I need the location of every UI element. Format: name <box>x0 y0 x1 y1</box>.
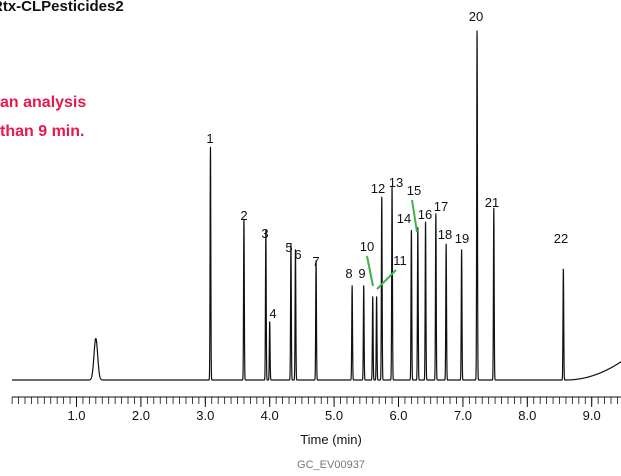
callout-line-2: than 9 min. <box>0 123 84 140</box>
peak-label-3: 3 <box>261 226 268 241</box>
chart-title: Rtx-CLPesticides2 <box>0 0 124 15</box>
x-tick-label: 2.0 <box>132 408 150 423</box>
x-tick-label: 5.0 <box>325 408 343 423</box>
peak-label-15: 15 <box>407 183 421 198</box>
x-tick-label: 6.0 <box>389 408 407 423</box>
peak-label-10: 10 <box>360 239 374 254</box>
peak-label-connectors <box>366 199 418 290</box>
peak-label-22: 22 <box>554 231 568 246</box>
peak-label-7: 7 <box>312 254 319 269</box>
signal-line <box>11 30 621 381</box>
peak-label-8: 8 <box>345 266 352 281</box>
x-axis-minor-ticks <box>11 397 618 404</box>
connector-10 <box>366 255 374 287</box>
x-tick-label: 3.0 <box>196 408 214 423</box>
peak-label-16: 16 <box>418 207 432 222</box>
connector-15 <box>411 199 418 233</box>
x-tick-label: 8.0 <box>518 408 536 423</box>
peak-label-6: 6 <box>294 247 301 262</box>
peak-label-12: 12 <box>371 181 385 196</box>
chromatogram-trace <box>11 30 621 381</box>
figure-code: GC_EV00937 <box>297 459 365 471</box>
x-axis-title: Time (min) <box>300 432 362 447</box>
peak-label-9: 9 <box>358 266 365 281</box>
connector-11 <box>376 269 397 290</box>
peak-label-18: 18 <box>438 227 452 242</box>
peak-label-11: 11 <box>393 253 407 268</box>
peak-label-20: 20 <box>469 9 483 24</box>
x-axis-tick-labels: 1.0 2.0 3.0 4.0 5.0 6.0 7.0 8.0 9.0 <box>67 397 601 423</box>
x-tick-label: 1.0 <box>67 408 85 423</box>
peak-label-4: 4 <box>269 306 276 321</box>
x-tick-label: 7.0 <box>454 408 472 423</box>
peak-label-1: 1 <box>206 131 213 146</box>
peak-label-19: 19 <box>455 231 469 246</box>
callout-line-1: an analysis <box>0 94 86 111</box>
peak-label-5: 5 <box>285 240 292 255</box>
peak-label-17: 17 <box>434 199 448 214</box>
x-axis: 1.0 2.0 3.0 4.0 5.0 6.0 7.0 8.0 9.0 <box>11 396 621 423</box>
peak-label-21: 21 <box>485 195 499 210</box>
x-tick-label: 4.0 <box>261 408 279 423</box>
peak-label-14: 14 <box>397 211 411 226</box>
peak-label-2: 2 <box>240 208 247 223</box>
x-tick-label: 9.0 <box>583 408 601 423</box>
peak-label-13: 13 <box>389 175 403 190</box>
